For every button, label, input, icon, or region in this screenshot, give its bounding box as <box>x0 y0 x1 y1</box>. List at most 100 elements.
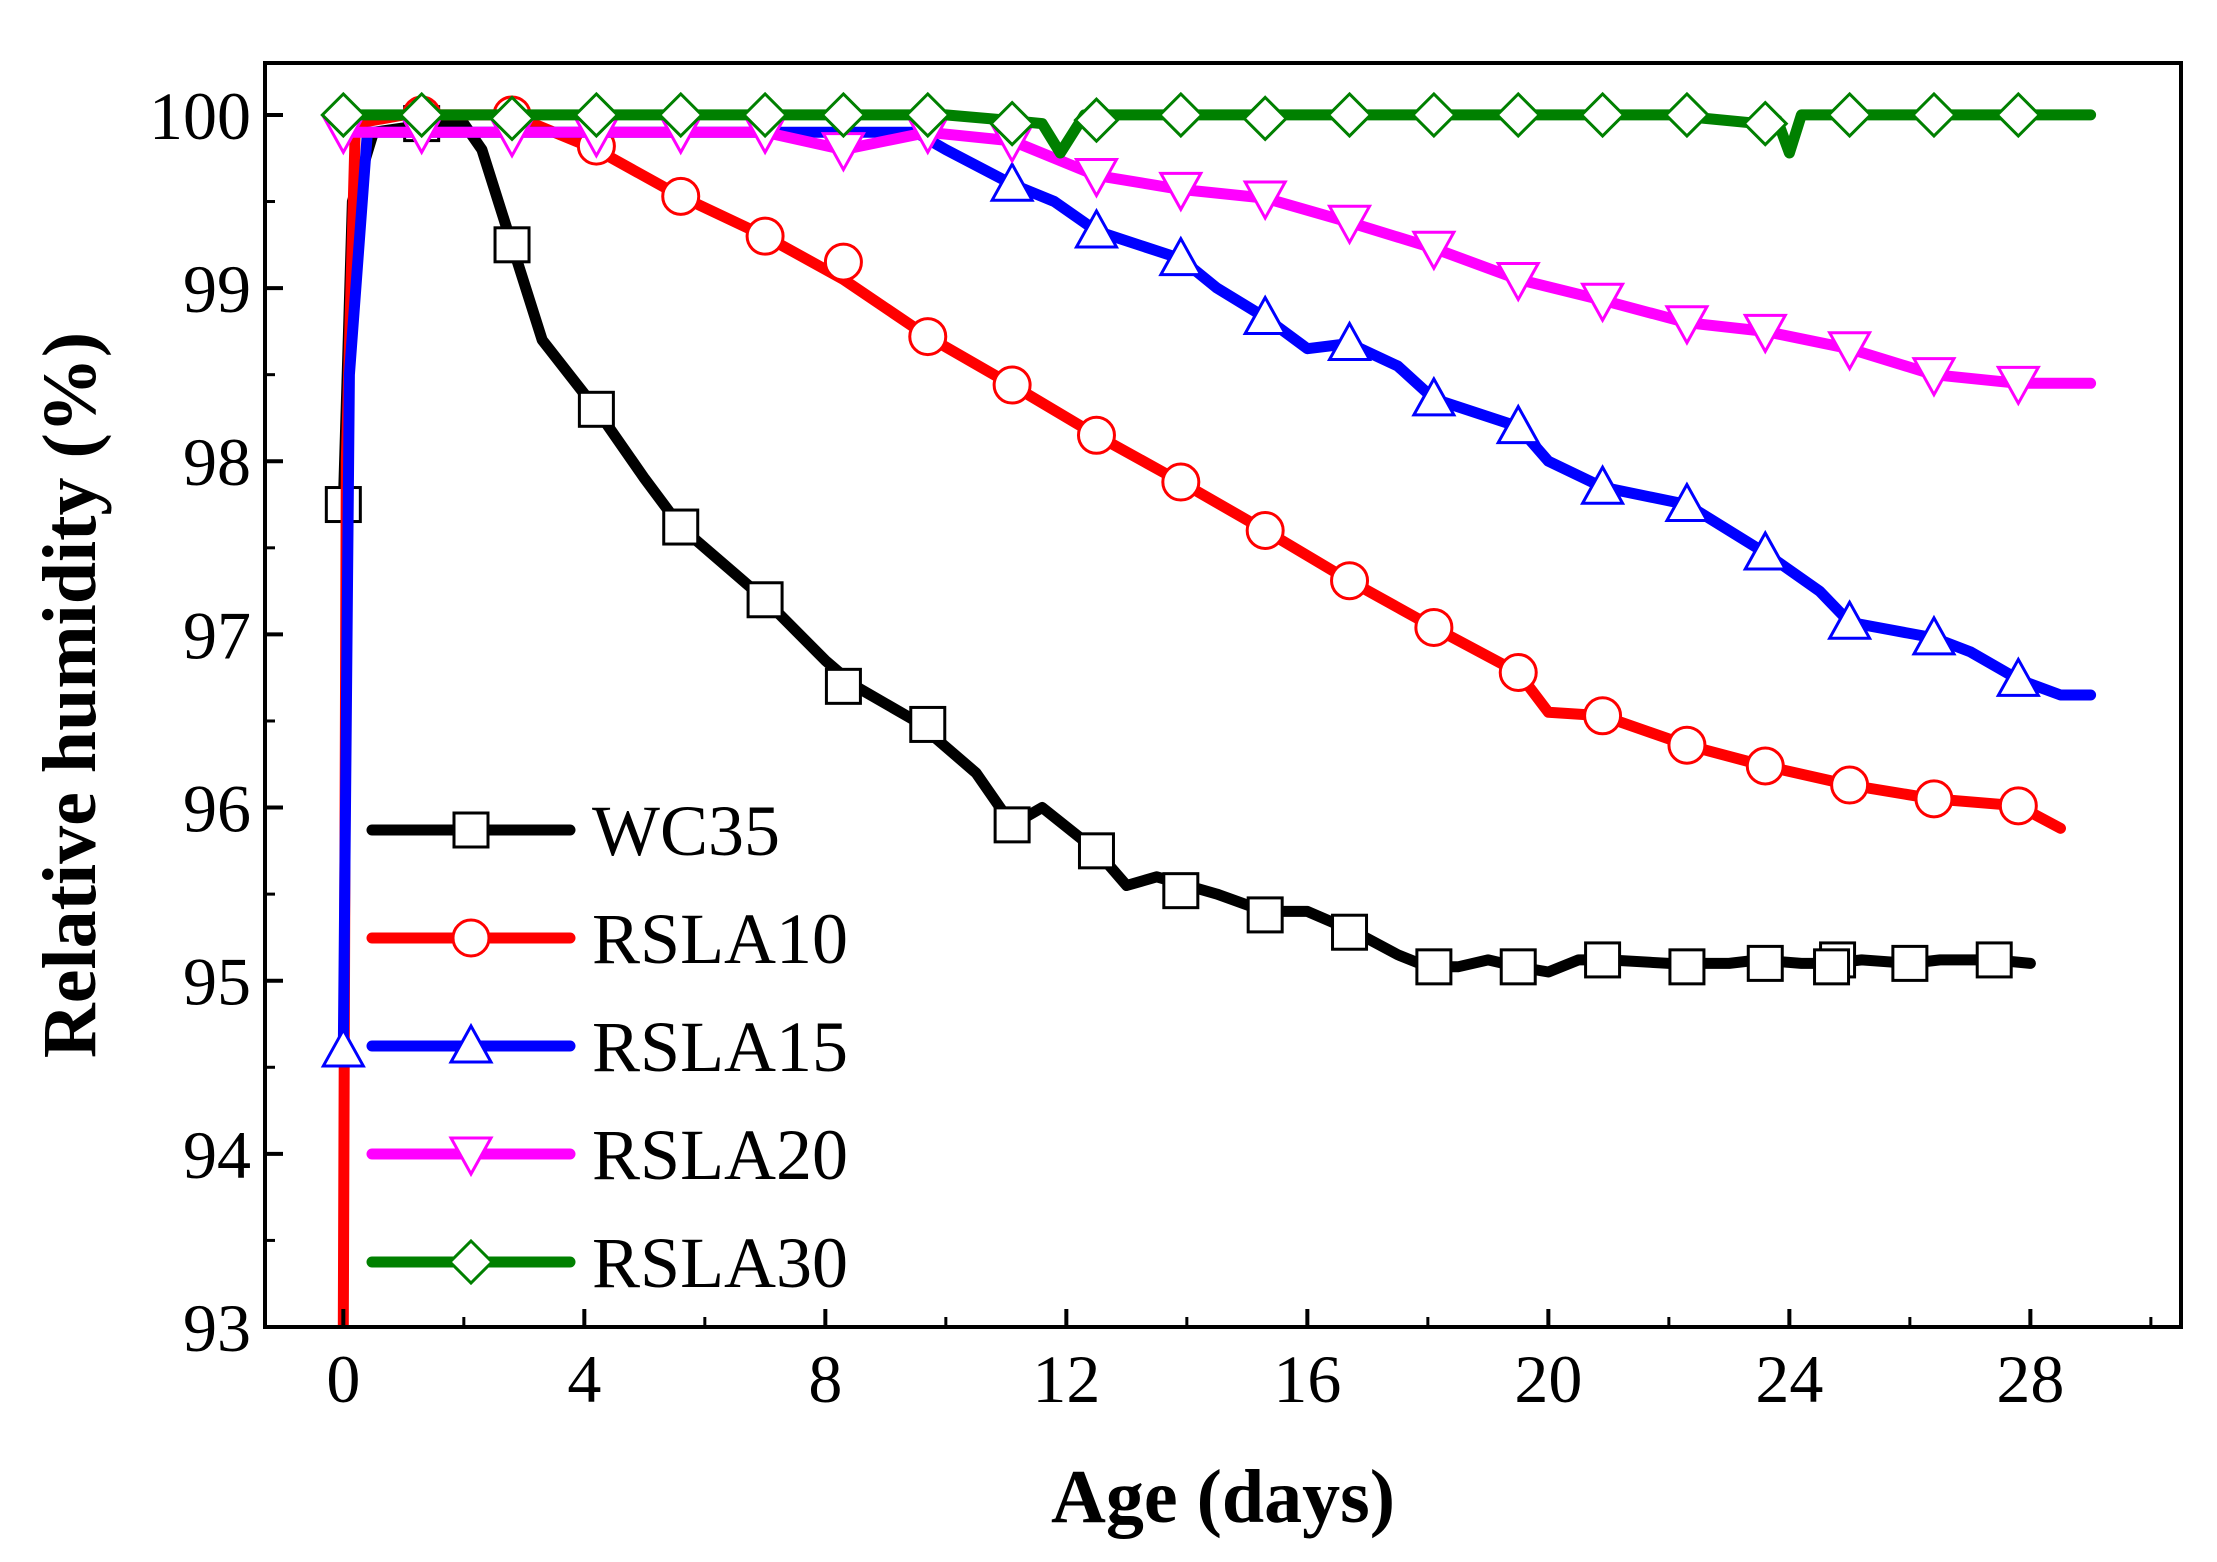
legend-item-rsla15: RSLA15 <box>366 1007 848 1087</box>
data-point-rsla10 <box>1745 746 1785 786</box>
legend-item-rsla30: RSLA30 <box>366 1223 848 1303</box>
data-point-rsla10 <box>1830 765 1870 805</box>
data-point-rsla20 <box>1742 313 1788 355</box>
legend-label-rsla10: RSLA10 <box>592 899 848 979</box>
data-point-rsla30 <box>488 95 536 142</box>
data-point-rsla20 <box>1073 158 1120 199</box>
y-tick-label: 97 <box>183 597 251 673</box>
y-tick-label: 99 <box>183 251 251 327</box>
x-tick-label: 16 <box>1273 1341 1341 1417</box>
series-rsla15 <box>320 126 2097 1068</box>
data-point-wc35 <box>1331 913 1369 951</box>
data-point-rsla20 <box>1158 171 1204 213</box>
y-tick-label: 96 <box>183 771 251 847</box>
legend: WC35 RSLA10 RSLA15 RSLA20 RSLA30 <box>366 791 848 1303</box>
data-point-rsla10 <box>1414 607 1454 647</box>
data-point-rsla10 <box>1330 561 1370 601</box>
data-point-rsla10 <box>745 216 785 256</box>
data-point-rsla30 <box>573 91 620 139</box>
legend-marker-rsla10 <box>451 918 491 958</box>
y-tick-label: 98 <box>183 424 251 500</box>
data-point-wc35 <box>1162 872 1200 910</box>
data-point-rsla20 <box>1326 204 1373 246</box>
data-point-rsla30 <box>398 91 445 139</box>
data-point-rsla15 <box>1158 235 1204 277</box>
x-axis-title: Age (days) <box>1051 1455 1395 1539</box>
data-point-rsla15 <box>1580 464 1626 505</box>
data-point-rsla20 <box>1580 282 1626 324</box>
data-point-rsla20 <box>1411 230 1457 272</box>
data-point-rsla30 <box>1995 91 2042 139</box>
data-point-wc35 <box>1415 948 1453 986</box>
data-point-rsla10 <box>908 317 948 357</box>
legend-item-rsla20: RSLA20 <box>366 1115 848 1195</box>
data-point-wc35 <box>1668 948 1706 986</box>
data-point-rsla30 <box>1742 100 1789 147</box>
data-point-rsla15 <box>1073 207 1120 249</box>
data-point-rsla15 <box>1495 403 1541 445</box>
data-point-wc35 <box>909 705 947 743</box>
data-point-wc35 <box>577 390 615 428</box>
data-point-rsla30 <box>820 91 867 139</box>
plot-area <box>320 91 2097 1327</box>
data-point-rsla30 <box>1579 91 1626 139</box>
x-tick-label: 24 <box>1755 1341 1823 1417</box>
data-point-rsla15 <box>1742 529 1788 571</box>
data-point-rsla30 <box>320 91 367 139</box>
data-point-rsla20 <box>1995 365 2041 407</box>
data-point-rsla15 <box>1995 656 2041 697</box>
data-point-rsla30 <box>1826 91 1873 139</box>
series-wc35 <box>324 105 2036 986</box>
data-point-wc35 <box>493 226 531 264</box>
data-point-rsla30 <box>1495 91 1542 139</box>
data-point-rsla10 <box>1998 786 2038 826</box>
data-point-rsla15 <box>989 161 1035 202</box>
data-point-rsla30 <box>657 91 704 139</box>
data-point-rsla15 <box>1242 294 1288 336</box>
y-axis: 93 94 95 96 97 98 99 100 <box>149 78 283 1366</box>
x-axis: 0 4 8 12 16 20 24 28 <box>326 1309 2153 1417</box>
data-point-rsla20 <box>1911 357 1957 398</box>
data-point-rsla10 <box>992 365 1032 405</box>
data-point-wc35 <box>824 667 862 705</box>
y-tick-label: 94 <box>183 1117 251 1193</box>
data-point-rsla30 <box>1073 97 1120 144</box>
legend-label-rsla30: RSLA30 <box>592 1223 848 1303</box>
data-point-rsla15 <box>1827 599 1873 640</box>
y-tick-label: 93 <box>183 1290 251 1366</box>
legend-item-wc35: WC35 <box>366 791 780 871</box>
data-point-rsla15 <box>320 1026 366 1068</box>
legend-label-rsla15: RSLA15 <box>592 1007 848 1087</box>
data-point-wc35 <box>1077 832 1115 870</box>
data-point-rsla10 <box>1245 511 1285 551</box>
data-point-rsla10 <box>1498 652 1538 692</box>
data-point-rsla30 <box>1242 95 1289 142</box>
data-point-rsla30 <box>988 100 1036 147</box>
data-point-wc35 <box>746 581 784 619</box>
x-tick-label: 8 <box>808 1341 842 1417</box>
data-point-rsla30 <box>1410 91 1458 139</box>
data-point-rsla10 <box>1583 696 1623 736</box>
x-tick-label: 20 <box>1514 1341 1582 1417</box>
data-point-rsla30 <box>1157 91 1204 139</box>
data-point-rsla10 <box>1667 725 1707 765</box>
legend-label-wc35: WC35 <box>592 791 780 871</box>
series-line-rsla20 <box>337 126 2097 389</box>
legend-label-rsla20: RSLA20 <box>592 1115 848 1195</box>
data-point-rsla10 <box>823 242 863 282</box>
data-point-wc35 <box>662 508 700 546</box>
legend-marker-rsla20 <box>448 1136 494 1178</box>
y-axis-title: Relative humidity (%) <box>28 332 112 1058</box>
data-point-rsla10 <box>1076 415 1116 455</box>
data-point-wc35 <box>1813 948 1851 986</box>
data-point-wc35 <box>1584 941 1622 979</box>
data-point-wc35 <box>1975 941 2013 979</box>
series-rsla30 <box>320 91 2097 159</box>
data-point-wc35 <box>1746 944 1784 982</box>
plot-frame <box>263 61 2183 1329</box>
data-point-wc35 <box>993 806 1031 844</box>
legend-marker-rsla30 <box>447 1238 495 1286</box>
data-point-rsla15 <box>1664 481 1710 523</box>
data-point-rsla30 <box>1910 91 1958 139</box>
